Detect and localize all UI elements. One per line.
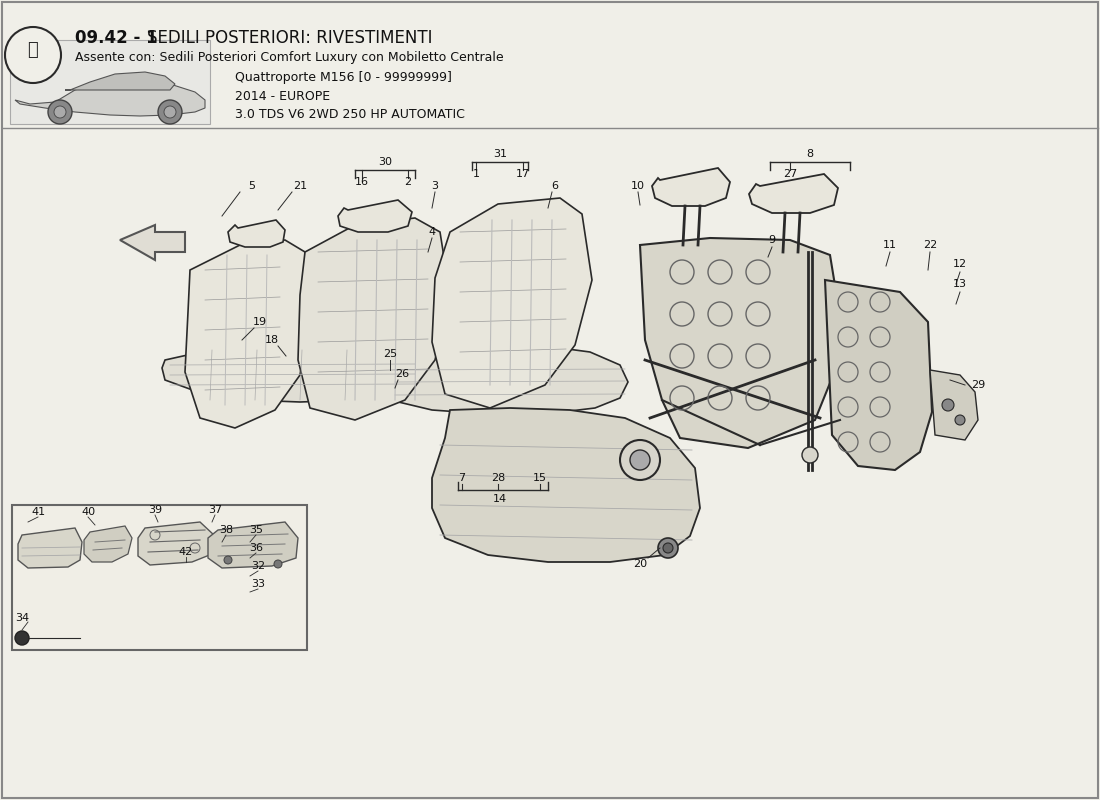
Text: 32: 32	[251, 561, 265, 571]
Text: 29: 29	[971, 380, 986, 390]
Polygon shape	[432, 408, 700, 562]
Text: 7: 7	[459, 473, 465, 483]
Text: 18: 18	[265, 335, 279, 345]
Polygon shape	[15, 80, 205, 116]
Text: 38: 38	[219, 525, 233, 535]
Circle shape	[658, 538, 678, 558]
Circle shape	[15, 631, 29, 645]
Text: 09.42 - 1: 09.42 - 1	[75, 29, 164, 47]
Circle shape	[224, 556, 232, 564]
Text: 21: 21	[293, 181, 307, 191]
Polygon shape	[120, 225, 185, 260]
Text: 35: 35	[249, 525, 263, 535]
Text: 1: 1	[473, 169, 480, 179]
Text: Assente con: Sedili Posteriori Comfort Luxury con Mobiletto Centrale: Assente con: Sedili Posteriori Comfort L…	[75, 51, 504, 65]
Circle shape	[630, 450, 650, 470]
Circle shape	[620, 440, 660, 480]
Bar	[10, 40, 210, 124]
Text: 22: 22	[923, 240, 937, 250]
Text: 41: 41	[31, 507, 45, 517]
Circle shape	[54, 106, 66, 118]
Polygon shape	[338, 200, 412, 232]
Text: 13: 13	[953, 279, 967, 289]
Text: 25: 25	[383, 349, 397, 359]
Text: 5: 5	[249, 181, 255, 191]
Circle shape	[164, 106, 176, 118]
Bar	[12, 505, 307, 650]
Text: 3.0 TDS V6 2WD 250 HP AUTOMATIC: 3.0 TDS V6 2WD 250 HP AUTOMATIC	[235, 107, 465, 121]
Text: 40: 40	[81, 507, 95, 517]
Text: 19: 19	[253, 317, 267, 327]
Text: Quattroporte M156 [0 - 99999999]: Quattroporte M156 [0 - 99999999]	[235, 71, 452, 85]
Text: 34: 34	[15, 613, 29, 623]
Text: 39: 39	[147, 505, 162, 515]
Text: 12: 12	[953, 259, 967, 269]
Polygon shape	[162, 345, 420, 402]
Text: 6: 6	[551, 181, 559, 191]
Text: 37: 37	[208, 505, 222, 515]
Text: 𝔚: 𝔚	[28, 41, 38, 59]
Circle shape	[955, 415, 965, 425]
Circle shape	[274, 560, 282, 568]
Text: 26: 26	[395, 369, 409, 379]
Polygon shape	[930, 370, 978, 440]
Text: 28: 28	[491, 473, 505, 483]
Text: 2: 2	[405, 177, 411, 187]
Text: 2014 - EUROPE: 2014 - EUROPE	[235, 90, 330, 102]
Text: 14: 14	[493, 494, 507, 504]
Polygon shape	[185, 240, 310, 428]
Polygon shape	[18, 528, 82, 568]
Text: 4: 4	[428, 227, 436, 237]
Text: 3: 3	[431, 181, 439, 191]
Polygon shape	[138, 522, 214, 565]
Polygon shape	[432, 198, 592, 408]
Polygon shape	[65, 72, 175, 90]
Polygon shape	[640, 238, 840, 448]
Text: 42: 42	[179, 547, 194, 557]
Text: 20: 20	[632, 559, 647, 569]
Text: 27: 27	[783, 169, 798, 179]
Text: 15: 15	[534, 473, 547, 483]
Polygon shape	[228, 220, 285, 247]
Text: 30: 30	[378, 157, 392, 167]
Text: 31: 31	[493, 149, 507, 159]
Text: 17: 17	[516, 169, 530, 179]
Text: 8: 8	[806, 149, 814, 159]
Text: 11: 11	[883, 240, 896, 250]
Polygon shape	[208, 522, 298, 568]
Polygon shape	[382, 344, 628, 414]
Circle shape	[802, 447, 818, 463]
Text: 10: 10	[631, 181, 645, 191]
Polygon shape	[84, 526, 132, 562]
Text: 16: 16	[355, 177, 368, 187]
Circle shape	[663, 543, 673, 553]
Polygon shape	[298, 218, 450, 420]
Text: 9: 9	[769, 235, 776, 245]
Text: 36: 36	[249, 543, 263, 553]
Polygon shape	[652, 168, 730, 206]
Polygon shape	[825, 280, 932, 470]
Text: SEDILI POSTERIORI: RIVESTIMENTI: SEDILI POSTERIORI: RIVESTIMENTI	[147, 29, 432, 47]
Polygon shape	[749, 174, 838, 213]
Circle shape	[48, 100, 72, 124]
Text: 33: 33	[251, 579, 265, 589]
Circle shape	[942, 399, 954, 411]
Circle shape	[6, 27, 60, 83]
Circle shape	[158, 100, 182, 124]
